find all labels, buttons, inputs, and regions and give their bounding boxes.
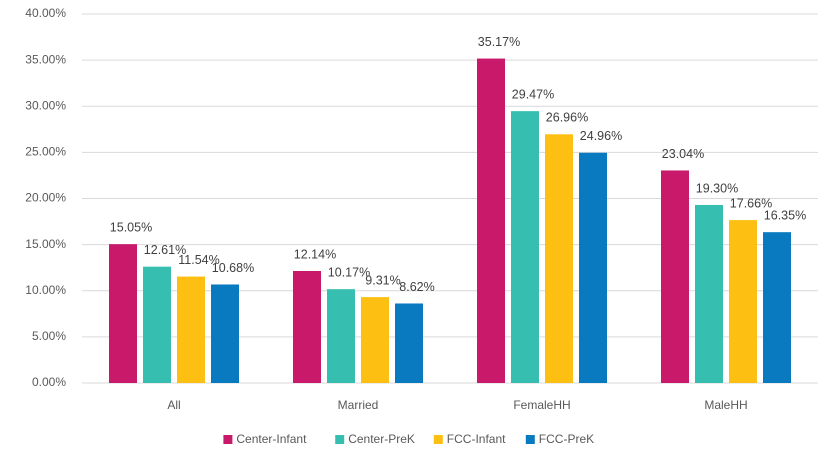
x-tick-label: Married	[338, 398, 379, 412]
y-tick-label: 15.00%	[25, 237, 66, 251]
bar	[361, 297, 389, 383]
bar	[729, 220, 757, 383]
bar	[763, 232, 791, 383]
data-label: 29.47%	[512, 87, 554, 101]
bar	[579, 152, 607, 383]
data-label: 12.14%	[294, 247, 336, 261]
legend-label: FCC-PreK	[539, 432, 594, 446]
bar	[695, 204, 723, 383]
y-tick-label: 5.00%	[32, 329, 66, 343]
data-label: 12.61%	[144, 243, 186, 257]
x-tick-label: MaleHH	[704, 398, 747, 412]
y-tick-label: 40.00%	[25, 6, 66, 20]
data-label: 10.68%	[212, 261, 254, 275]
bar	[511, 111, 539, 383]
bar	[293, 271, 321, 383]
y-tick-label: 10.00%	[25, 283, 66, 297]
bar	[661, 170, 689, 383]
data-label: 17.66%	[730, 196, 772, 210]
data-label: 26.96%	[546, 111, 588, 125]
y-tick-label: 35.00%	[25, 52, 66, 66]
legend-label: Center-Infant	[236, 432, 307, 446]
bar	[545, 134, 573, 383]
data-label: 15.05%	[110, 220, 152, 234]
bar	[395, 303, 423, 383]
y-tick-label: 0.00%	[32, 375, 66, 389]
x-tick-label: FemaleHH	[513, 398, 570, 412]
data-label: 35.17%	[478, 35, 520, 49]
legend-swatch	[223, 435, 233, 444]
data-label: 16.35%	[764, 208, 806, 222]
bar	[327, 289, 355, 383]
legend-label: Center-PreK	[348, 432, 415, 446]
legend-swatch	[335, 435, 345, 444]
y-tick-label: 30.00%	[25, 98, 66, 112]
bar	[477, 58, 505, 383]
bar	[143, 266, 171, 383]
x-tick-label: All	[167, 398, 180, 412]
y-tick-label: 25.00%	[25, 145, 66, 159]
data-label: 24.96%	[580, 129, 622, 143]
data-label: 9.31%	[365, 273, 400, 287]
legend-swatch	[525, 435, 535, 444]
data-label: 8.62%	[399, 280, 434, 294]
data-label: 19.30%	[696, 181, 738, 195]
y-tick-label: 20.00%	[25, 191, 66, 205]
data-label: 11.54%	[178, 253, 219, 267]
bar	[109, 244, 137, 383]
legend-label: FCC-Infant	[447, 432, 506, 446]
data-label: 23.04%	[662, 147, 704, 161]
data-label: 10.17%	[328, 265, 370, 279]
bar	[177, 276, 205, 383]
legend-swatch	[433, 435, 443, 444]
bar	[211, 284, 239, 383]
